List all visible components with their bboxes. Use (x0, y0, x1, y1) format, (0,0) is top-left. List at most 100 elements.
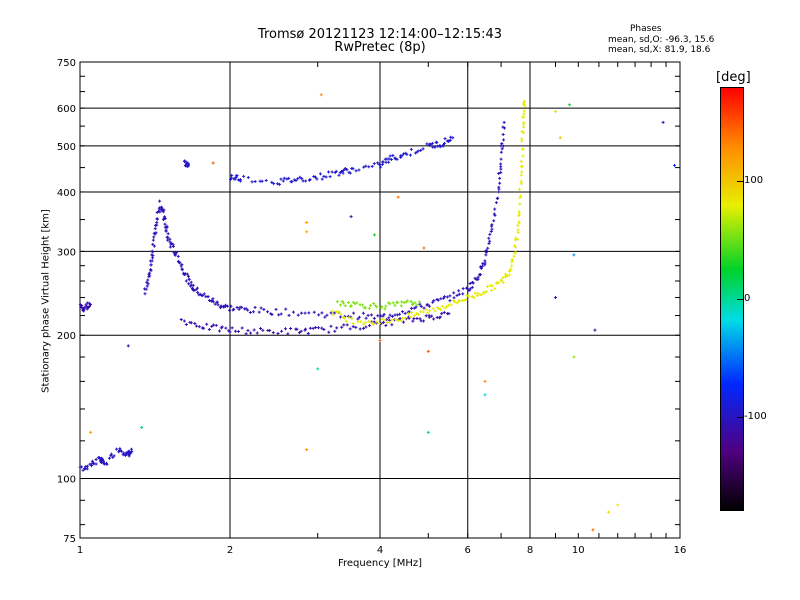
data-point (518, 196, 522, 200)
data-point (507, 273, 511, 277)
data-point (468, 282, 472, 286)
data-point (476, 275, 480, 279)
data-point (337, 310, 341, 314)
data-point (308, 326, 312, 330)
data-point (162, 208, 166, 212)
data-point (405, 152, 409, 156)
data-point (457, 292, 461, 296)
data-point (120, 449, 124, 453)
data-point (414, 305, 418, 309)
data-point (364, 316, 368, 320)
data-point (264, 179, 268, 183)
data-point (100, 456, 104, 460)
data-point (522, 115, 526, 119)
data-point (140, 425, 144, 429)
data-point (214, 323, 218, 327)
data-point (304, 327, 308, 331)
data-point (384, 160, 388, 164)
data-point (424, 308, 428, 312)
data-point (348, 171, 352, 175)
data-point (255, 331, 259, 335)
data-point (519, 159, 523, 163)
data-point (391, 153, 395, 157)
data-point (329, 311, 333, 315)
data-point (351, 167, 355, 171)
data-point (492, 219, 496, 223)
data-point (451, 136, 455, 140)
data-point (370, 164, 374, 168)
data-point (158, 210, 162, 214)
data-point (350, 316, 354, 320)
data-point (297, 331, 301, 335)
data-point (511, 258, 515, 262)
data-point (195, 286, 199, 290)
data-point (341, 171, 345, 175)
data-point (242, 174, 246, 178)
data-point (148, 271, 152, 275)
data-point (486, 246, 490, 250)
data-point (487, 241, 491, 245)
data-point (90, 459, 94, 463)
data-point (493, 287, 497, 291)
data-point (488, 283, 492, 287)
data-point (402, 152, 406, 156)
data-point (226, 304, 230, 308)
data-point (403, 316, 407, 320)
data-point (259, 306, 263, 310)
x-tick-label: 6 (465, 545, 471, 556)
data-point (347, 316, 351, 320)
data-point (514, 236, 518, 240)
data-point (82, 309, 86, 313)
data-point (340, 169, 344, 173)
data-point (182, 319, 186, 323)
data-point (239, 179, 243, 183)
data-point (661, 120, 665, 124)
data-point (244, 332, 248, 336)
data-point (338, 303, 342, 307)
data-point (413, 314, 417, 318)
data-point (361, 311, 365, 315)
data-point (211, 161, 215, 165)
data-point (359, 320, 363, 324)
data-point (501, 144, 505, 148)
data-point (364, 325, 368, 329)
data-point (163, 222, 167, 226)
data-point (479, 273, 483, 277)
data-point (409, 299, 413, 303)
data-point (442, 296, 446, 300)
data-point (412, 317, 416, 321)
data-point (406, 312, 410, 316)
data-point (246, 328, 250, 332)
data-point (522, 121, 526, 125)
data-point (470, 285, 474, 289)
data-point (409, 306, 413, 310)
data-point (388, 302, 392, 306)
data-point (124, 451, 128, 455)
data-point (151, 238, 155, 242)
colorbar-tick-mark (737, 181, 744, 183)
data-point (363, 320, 367, 324)
data-point (431, 306, 435, 310)
data-point (388, 154, 392, 158)
data-point (180, 263, 184, 267)
data-point (126, 344, 130, 348)
data-point (519, 165, 523, 169)
data-point (673, 163, 677, 167)
data-point (349, 215, 353, 219)
data-point (213, 302, 217, 306)
data-point (591, 528, 595, 532)
data-point (382, 320, 386, 324)
data-point (322, 327, 326, 331)
data-point (405, 299, 409, 303)
data-point (502, 138, 506, 142)
data-point (186, 163, 190, 167)
data-point (357, 315, 361, 319)
data-point (305, 221, 309, 225)
data-point (278, 182, 282, 186)
data-point (194, 288, 198, 292)
data-point (384, 304, 388, 308)
data-point (333, 329, 337, 333)
data-point (271, 331, 275, 335)
data-point (419, 304, 423, 308)
data-point (357, 168, 361, 172)
